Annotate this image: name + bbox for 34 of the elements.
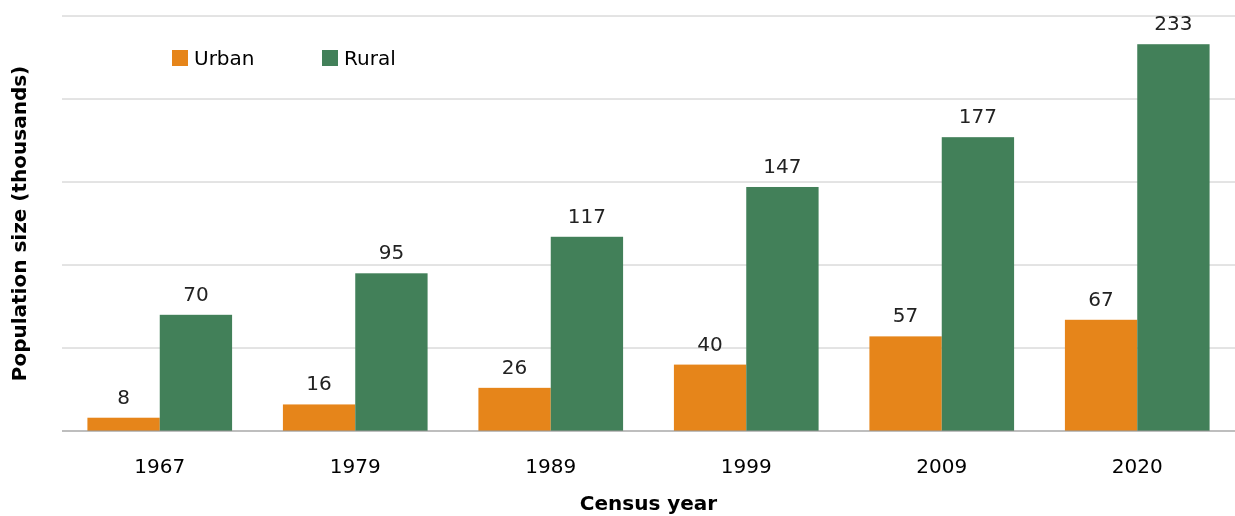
data-label: 26 xyxy=(501,354,528,379)
bar xyxy=(746,186,819,431)
data-label: 233 xyxy=(1154,11,1193,36)
bar xyxy=(1064,319,1138,431)
x-tick-label: 1989 xyxy=(525,454,577,478)
bar xyxy=(159,314,233,431)
bar xyxy=(673,364,747,431)
data-label: 147 xyxy=(763,153,802,178)
data-label: 177 xyxy=(958,104,998,129)
bar xyxy=(550,236,624,431)
data-label: 117 xyxy=(567,203,607,228)
x-tick-label: 2009 xyxy=(916,454,968,478)
bar xyxy=(941,137,1015,431)
x-tick-label: 1979 xyxy=(329,454,381,478)
y-axis-title: Population size (thousands) xyxy=(7,65,31,382)
bar xyxy=(87,417,160,431)
x-tick-label: 1967 xyxy=(134,454,186,478)
data-label: 40 xyxy=(697,331,723,356)
data-label: 95 xyxy=(378,240,405,265)
data-label: 16 xyxy=(306,371,332,396)
x-tick-label: 1999 xyxy=(720,454,772,478)
x-axis-title: Census year xyxy=(579,491,718,515)
data-label: 67 xyxy=(1088,286,1114,311)
bar xyxy=(282,404,356,431)
bar xyxy=(1137,44,1210,431)
x-tick-label: 2020 xyxy=(1111,454,1163,478)
bar xyxy=(478,387,551,431)
bar xyxy=(869,336,942,431)
bar xyxy=(355,273,428,431)
data-label: 8 xyxy=(117,384,130,409)
legend-label: Rural xyxy=(344,46,396,70)
legend-label: Urban xyxy=(194,46,255,70)
data-label: 70 xyxy=(183,281,209,306)
data-label: 57 xyxy=(892,303,919,328)
